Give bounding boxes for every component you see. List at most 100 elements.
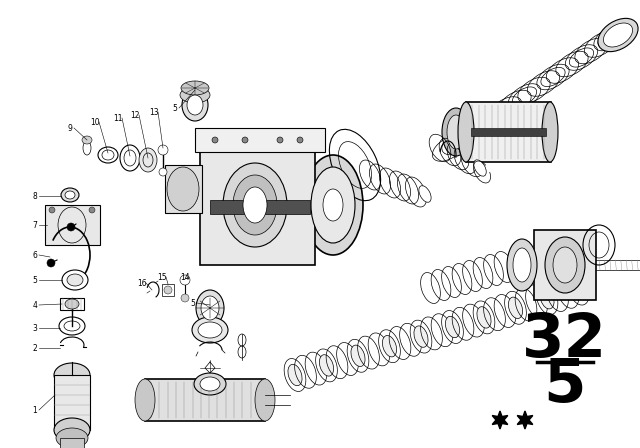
Text: 5: 5 — [173, 103, 177, 112]
Ellipse shape — [303, 155, 363, 255]
Text: 32: 32 — [522, 310, 607, 370]
Ellipse shape — [540, 288, 554, 309]
Text: 5: 5 — [191, 298, 195, 307]
Ellipse shape — [62, 270, 88, 290]
Text: 10: 10 — [90, 117, 100, 126]
Ellipse shape — [442, 108, 470, 156]
Ellipse shape — [67, 274, 83, 286]
Ellipse shape — [135, 379, 155, 421]
Ellipse shape — [181, 294, 189, 302]
Ellipse shape — [604, 23, 632, 47]
Ellipse shape — [49, 207, 55, 213]
Ellipse shape — [65, 191, 75, 199]
Ellipse shape — [54, 363, 90, 387]
Ellipse shape — [447, 115, 465, 149]
Ellipse shape — [181, 81, 209, 95]
Ellipse shape — [167, 167, 199, 211]
Text: 1: 1 — [33, 405, 37, 414]
Text: 14: 14 — [180, 272, 190, 281]
Text: 4: 4 — [33, 301, 37, 310]
Ellipse shape — [508, 297, 523, 319]
Ellipse shape — [458, 102, 474, 162]
Bar — [471, 128, 546, 136]
Ellipse shape — [194, 373, 226, 395]
Ellipse shape — [297, 137, 303, 143]
Ellipse shape — [56, 428, 88, 448]
Text: 12: 12 — [131, 111, 140, 120]
Ellipse shape — [159, 168, 167, 176]
Ellipse shape — [200, 377, 220, 391]
Ellipse shape — [82, 136, 92, 144]
Ellipse shape — [198, 322, 222, 338]
Ellipse shape — [182, 89, 208, 121]
Ellipse shape — [319, 355, 333, 376]
Bar — [60, 438, 84, 448]
Ellipse shape — [187, 95, 203, 115]
Bar — [162, 284, 174, 296]
Ellipse shape — [47, 259, 55, 267]
Ellipse shape — [351, 345, 365, 366]
Text: 6: 6 — [33, 250, 37, 259]
Bar — [165, 165, 202, 213]
Bar — [195, 128, 325, 152]
Polygon shape — [205, 362, 215, 373]
Text: 7: 7 — [33, 220, 37, 229]
Ellipse shape — [158, 145, 168, 155]
Text: 8: 8 — [33, 191, 37, 201]
Bar — [60, 298, 84, 310]
Ellipse shape — [445, 316, 460, 338]
Ellipse shape — [212, 137, 218, 143]
Ellipse shape — [242, 137, 248, 143]
Ellipse shape — [572, 278, 586, 299]
Text: 2: 2 — [33, 344, 37, 353]
Ellipse shape — [598, 18, 638, 52]
Polygon shape — [492, 411, 508, 429]
Ellipse shape — [61, 188, 79, 202]
Bar — [210, 200, 310, 214]
Bar — [145, 379, 265, 421]
Text: 15: 15 — [157, 272, 167, 281]
Ellipse shape — [513, 248, 531, 282]
Text: 3: 3 — [33, 323, 37, 332]
Ellipse shape — [180, 87, 210, 103]
Ellipse shape — [180, 275, 190, 285]
Ellipse shape — [201, 296, 219, 320]
Ellipse shape — [164, 286, 172, 294]
Text: 5: 5 — [544, 356, 586, 414]
Ellipse shape — [65, 299, 79, 309]
Ellipse shape — [243, 187, 267, 223]
Bar — [466, 102, 551, 162]
Ellipse shape — [196, 290, 224, 326]
Ellipse shape — [383, 336, 397, 357]
Ellipse shape — [507, 239, 537, 291]
Ellipse shape — [54, 418, 90, 442]
Text: 5: 5 — [33, 276, 37, 284]
Ellipse shape — [89, 207, 95, 213]
Bar — [200, 150, 315, 265]
Ellipse shape — [542, 102, 558, 162]
Ellipse shape — [545, 237, 585, 293]
Bar — [54, 375, 90, 430]
Ellipse shape — [277, 137, 283, 143]
Ellipse shape — [419, 186, 431, 202]
Ellipse shape — [414, 326, 428, 347]
Ellipse shape — [288, 364, 302, 386]
Ellipse shape — [67, 223, 75, 231]
Text: 11: 11 — [113, 113, 123, 122]
Ellipse shape — [311, 167, 355, 243]
Ellipse shape — [192, 317, 228, 343]
Ellipse shape — [233, 175, 277, 235]
Ellipse shape — [323, 189, 343, 221]
Ellipse shape — [477, 307, 491, 328]
Text: 9: 9 — [68, 124, 72, 133]
Ellipse shape — [474, 160, 486, 176]
Bar — [534, 230, 596, 300]
Ellipse shape — [83, 141, 91, 155]
Text: 13: 13 — [149, 108, 159, 116]
Ellipse shape — [223, 163, 287, 247]
Text: 16: 16 — [137, 279, 147, 288]
Bar — [45, 205, 100, 245]
Polygon shape — [517, 411, 532, 429]
Ellipse shape — [139, 148, 157, 172]
Ellipse shape — [553, 247, 577, 283]
